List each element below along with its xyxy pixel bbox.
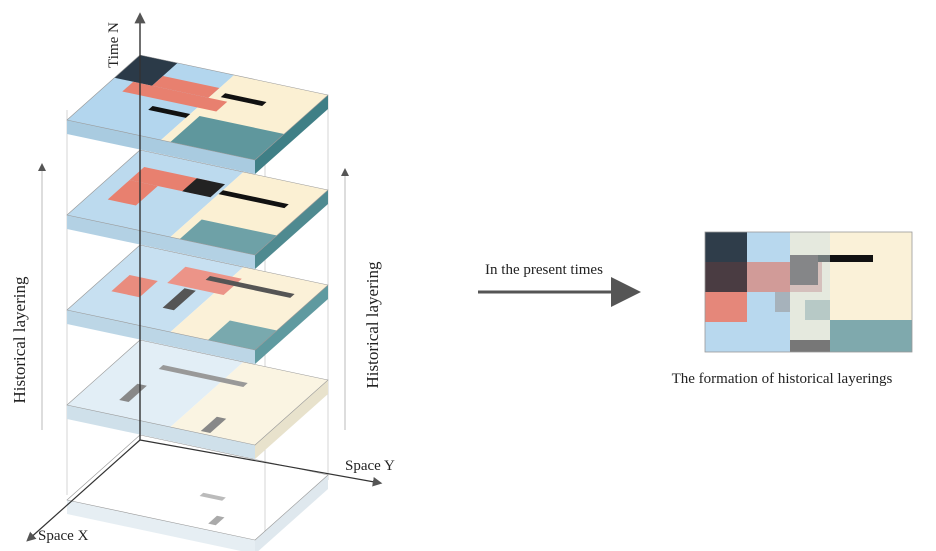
- layer-2: [67, 150, 328, 269]
- layer-4: [67, 340, 328, 459]
- axis-label-time: Time N: [106, 22, 122, 68]
- composite: [704, 231, 913, 353]
- side-label: Historical layering: [10, 276, 29, 403]
- side-label: Historical layering: [363, 261, 382, 388]
- axis-label-space-x: Space X: [38, 528, 89, 544]
- axes: [26, 12, 383, 542]
- arrow-label: In the present times: [485, 262, 603, 278]
- layer-1: [67, 55, 328, 174]
- layer-5: [67, 435, 328, 551]
- axis-label-space-y: Space Y: [345, 458, 395, 474]
- caption: The formation of historical layerings: [672, 371, 893, 387]
- layer-3: [67, 245, 328, 364]
